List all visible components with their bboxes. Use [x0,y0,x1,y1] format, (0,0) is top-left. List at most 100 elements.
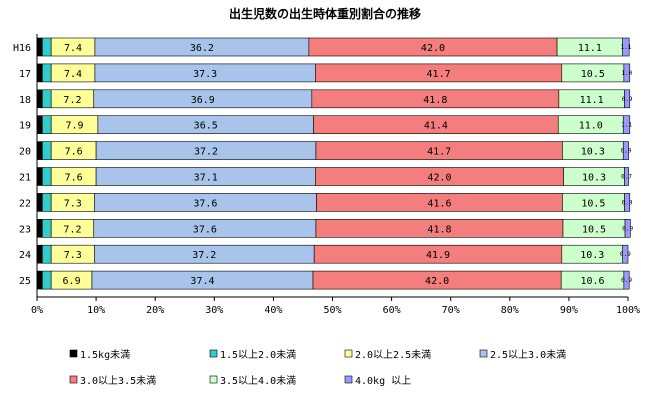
bar-segment [36,219,43,238]
legend: 1.5kg未満 1.5以上2.0未満 2.0以上2.5未満 2.5以上3.0未満 3.0… [69,349,566,387]
x-tick-label: 80% [501,305,519,316]
bar-segment [36,244,43,264]
category-label: 18 [19,95,31,106]
data-label: 41.8 [423,95,447,106]
bar-segment [42,37,52,57]
x-tick-label: 0% [31,305,43,316]
category-label: 23 [19,224,31,235]
legend-swatch [209,349,218,358]
data-label: 6.9 [63,276,81,287]
data-label: 37.2 [194,147,218,158]
data-label: 41.4 [424,121,448,132]
legend-swatch [344,375,353,384]
data-label: 7.3 [64,250,82,261]
data-label: 0.9 [621,277,632,284]
data-label: 0.7 [621,174,632,181]
legend-label: 3.5以上4.0未満 [220,375,296,387]
bar-segment [36,89,43,109]
bar-segment [622,115,631,134]
bar-segment [36,63,43,83]
data-label: 10.5 [581,198,605,209]
bar-segment [42,244,52,264]
x-tick-label: 50% [323,305,341,316]
x-tick-label: 40% [264,305,282,316]
data-label: 1.1 [621,44,632,51]
data-label: 42.0 [421,43,445,54]
legend-label: 1.5以上2.0未満 [220,349,296,361]
data-label: 7.2 [63,95,81,106]
bar-segment [36,115,43,134]
data-label: 11.1 [580,95,604,106]
data-label: 7.4 [64,43,82,54]
bar-segment [623,63,631,83]
data-label: 10.3 [580,250,604,261]
bar-segment [624,89,631,109]
x-tick-label: 90% [560,305,578,316]
bar-segment [622,141,629,160]
bar-segment [42,219,52,238]
data-label: 36.5 [194,121,218,132]
bar-segment [622,244,629,264]
data-label: 11.1 [578,43,602,54]
data-label: 42.0 [427,173,451,184]
data-label: 37.6 [193,224,217,235]
category-label: 20 [19,147,31,158]
data-label: 1.1 [621,122,632,129]
data-label: 37.3 [193,69,217,80]
data-label: 11.0 [579,121,603,132]
bar-segment [36,37,43,57]
data-label: 42.0 [425,276,449,287]
bar-segment [42,89,52,109]
x-tick-label: 20% [146,305,164,316]
data-label: 10.5 [581,69,605,80]
data-label: 41.7 [427,69,451,80]
data-label: 1.0 [621,70,632,77]
legend-label: 3.0以上3.5未満 [80,375,156,387]
legend-swatch [69,349,78,358]
x-tick-label: 60% [383,305,401,316]
data-label: 37.1 [194,173,218,184]
data-label: 10.3 [581,147,605,158]
data-label: 7.4 [64,69,82,80]
data-label: 10.5 [582,224,606,235]
bar-segment [42,193,52,212]
bar-segment [36,270,43,290]
data-label: 0.9 [622,225,633,232]
legend-swatch [479,349,488,358]
bar-segment [42,167,52,186]
data-label: 0.9 [620,251,631,258]
category-label: 21 [19,173,31,184]
category-labels: H16 17 18 19 20 21 22 23 24 25 [13,43,31,287]
data-label: 10.6 [580,276,604,287]
chart-title: 出生児数の出生時体重別割合の推移 [229,6,421,21]
bar-segment [42,115,52,134]
x-axis: 0% 10% 20% 30% 40% 50% 60% 70% 80% 90% 100% [31,34,640,316]
bar-segment [36,141,43,160]
bar-segment [622,37,630,57]
legend-label: 2.0以上2.5未満 [355,349,431,361]
legend-swatch [69,375,78,384]
legend-swatch [209,375,218,384]
data-label: 36.2 [190,43,214,54]
data-label: 37.2 [192,250,216,261]
data-label: 41.9 [426,250,450,261]
x-tick-label: 30% [205,305,223,316]
bars-group: 7.4 36.2 42.0 11.1 1.1 7.4 37.3 41.7 10.5 1.0 7.2 3… [36,37,634,290]
bar-segment [623,270,630,290]
bar-segment [624,219,631,238]
data-label: 37.4 [190,276,214,287]
legend-label: 1.5kg未満 [80,349,130,361]
data-label: 7.3 [64,198,82,209]
data-label: 7.9 [65,121,83,132]
category-label: H16 [13,43,31,54]
category-label: 24 [19,250,31,261]
x-tick-label: 70% [442,305,460,316]
category-label: 19 [19,121,31,132]
bar-segment [42,141,52,160]
category-label: 25 [19,276,31,287]
x-tick-label: 10% [87,305,105,316]
data-label: 7.2 [63,224,81,235]
category-label: 17 [19,69,31,80]
